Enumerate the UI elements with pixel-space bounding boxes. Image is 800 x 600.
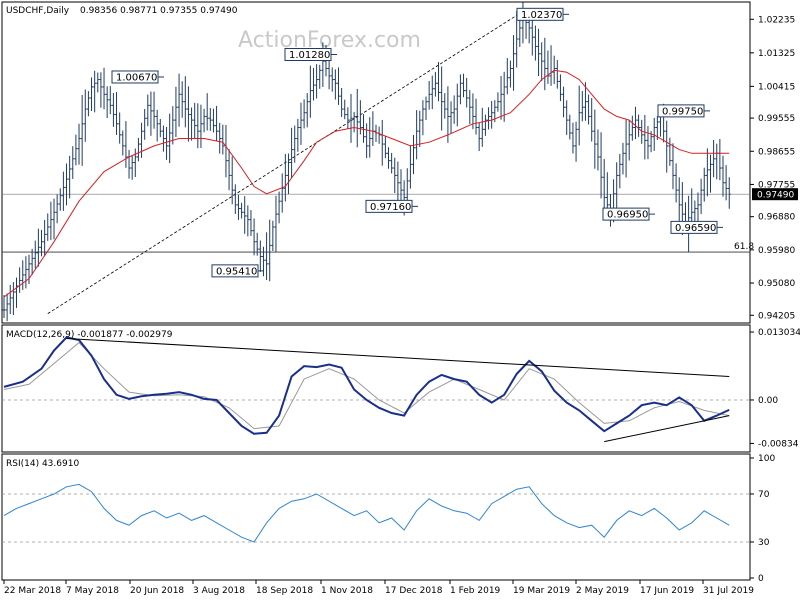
x-tick-label: 19 Mar 2019 [513,586,570,596]
moving-average-line [3,69,730,298]
current-price-label: 0.97490 [757,191,794,201]
rsi-label: RSI(14) 43.6910 [6,459,79,469]
price-ytick-label: 1.00415 [758,82,795,92]
price-ytick-label: 0.97755 [758,180,795,190]
annotation-label: 1.00670 [116,72,157,83]
x-tick-label: 18 Sep 2018 [256,586,313,596]
annotation-label: 0.95410 [216,266,257,277]
rsi-ytick-label: 30 [758,538,770,548]
annotation-label: 1.02370 [521,10,562,21]
ohlc-readout: 0.98356 0.98771 0.97355 0.97490 [80,6,238,16]
macd-layer: 0.013034 0.00 -0.00834 [2,328,800,449]
price-ytick-label: 0.95980 [758,246,795,256]
price-annotation: 0.96590 [670,220,723,234]
price-panel-frame [1,1,751,324]
price-annotation: 1.02370 [516,7,569,21]
x-tick-label: 7 May 2018 [66,586,119,596]
annotation-label: 0.96950 [607,210,648,221]
rsi-ytick-label: 70 [758,490,770,500]
annotation-label: 0.96590 [675,223,716,234]
x-tick-label: 31 Jul 2019 [703,586,754,596]
price-annotation: 0.97160 [365,199,418,213]
x-tick-label: 17 Dec 2018 [385,586,443,596]
rsi-ytick-label: 100 [758,454,775,464]
x-tick-label: 20 Jun 2018 [130,586,184,596]
macd-ytick-label: -0.00834 [758,439,799,449]
macd-trendline [66,337,730,378]
price-ytick-label: 0.96880 [758,213,795,223]
macd-panel-frame [1,324,751,453]
annotation-label: 0.99750 [662,106,703,117]
price-annotation: 0.99750 [657,104,710,118]
macd-signal-line [3,341,730,430]
price-annotation: 1.01280 [284,47,337,61]
price-ytick-label: 0.94205 [758,311,795,321]
price-ytick-label: 0.99555 [758,114,795,124]
fib-label: 61.8 [734,242,754,252]
price-layer: 61.8 1.02235 1.01325 1.00415 0.99555 0.98655 0… [2,2,798,321]
macd-label: MACD(12,26,9) -0.001877 -0.002979 [6,330,173,340]
x-axis: 22 Mar 2018 7 May 2018 20 Jun 2018 3 Aug 20… [3,580,754,596]
rsi-layer: 100 70 30 0 [2,454,775,584]
annotation-label: 1.01280 [289,50,330,61]
x-tick-label: 3 Aug 2018 [193,586,245,596]
macd-line [3,336,730,435]
x-tick-label: 22 Mar 2018 [4,586,61,596]
chart-title: USDCHF,Daily [6,6,70,16]
x-tick-label: 1 Nov 2018 [321,586,373,596]
rsi-panel-frame [1,453,751,581]
x-tick-label: 1 Feb 2019 [450,586,501,596]
price-annotation: 0.95410 [211,264,264,278]
macd-ytick-label: 0.013034 [758,328,800,338]
price-bars [2,2,731,322]
annotation-label: 0.97160 [370,202,411,213]
current-price-box [752,188,798,201]
price-ytick-label: 0.98655 [758,147,795,157]
macd-ytick-label: 0.00 [758,396,778,406]
macd-trendline [604,415,730,443]
price-ytick-label: 1.01325 [758,49,795,59]
price-annotation: 0.96950 [602,207,655,221]
rsi-ytick-label: 0 [758,574,764,584]
x-tick-label: 2 May 2019 [576,586,629,596]
x-tick-label: 17 Jun 2019 [640,586,694,596]
rsi-line [3,483,730,543]
price-annotation: 1.00670 [111,70,164,84]
price-ytick-label: 0.95080 [758,279,795,289]
price-ytick-label: 1.02235 [758,15,795,25]
